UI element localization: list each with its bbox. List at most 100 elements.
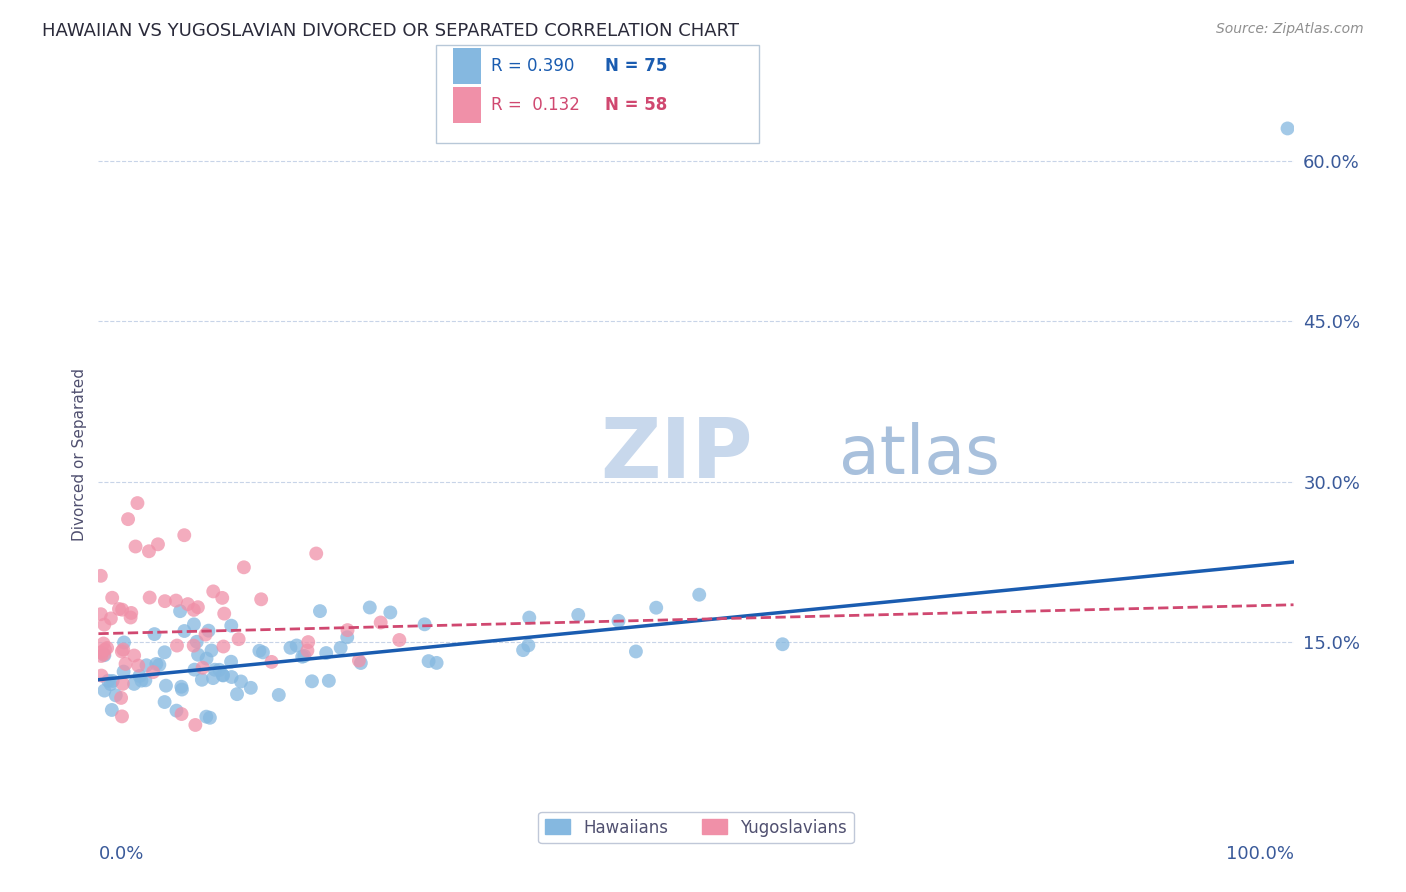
Text: HAWAIIAN VS YUGOSLAVIAN DIVORCED OR SEPARATED CORRELATION CHART: HAWAIIAN VS YUGOSLAVIAN DIVORCED OR SEPA… xyxy=(42,22,740,40)
Point xyxy=(153,695,176,709)
Point xyxy=(301,674,323,689)
Point xyxy=(297,635,319,649)
Point xyxy=(292,648,315,663)
Point xyxy=(183,663,205,677)
Point xyxy=(517,639,540,653)
Point xyxy=(318,673,340,688)
Y-axis label: Divorced or Separated: Divorced or Separated xyxy=(72,368,87,541)
Point xyxy=(202,671,225,685)
Point xyxy=(183,603,205,617)
Point xyxy=(219,655,242,669)
Text: Source: ZipAtlas.com: Source: ZipAtlas.com xyxy=(1216,22,1364,37)
Point xyxy=(212,668,235,682)
Point xyxy=(90,645,112,659)
Point xyxy=(148,657,170,672)
Text: N = 75: N = 75 xyxy=(605,57,666,75)
Point xyxy=(93,647,115,661)
Point xyxy=(211,591,233,605)
Point xyxy=(1277,121,1299,136)
Point xyxy=(607,614,630,628)
Point xyxy=(173,624,195,638)
Point xyxy=(336,623,359,637)
Point xyxy=(191,661,214,675)
Point xyxy=(309,604,332,618)
Point xyxy=(128,669,150,683)
Point xyxy=(135,658,157,673)
Point xyxy=(143,627,166,641)
Point xyxy=(177,597,200,611)
Point xyxy=(90,569,112,583)
Point xyxy=(100,677,122,691)
Text: 0.0%: 0.0% xyxy=(98,845,143,863)
Point xyxy=(112,665,135,679)
Point xyxy=(146,537,169,551)
Point xyxy=(100,611,122,625)
Point xyxy=(645,600,668,615)
Point xyxy=(120,606,142,620)
Point xyxy=(101,673,124,688)
Point xyxy=(370,615,392,630)
Point xyxy=(329,640,352,655)
Text: ZIP: ZIP xyxy=(600,415,752,495)
Point xyxy=(134,673,156,688)
Point xyxy=(104,689,127,703)
Text: atlas: atlas xyxy=(839,422,1000,488)
Point xyxy=(388,632,411,647)
Point xyxy=(166,704,188,718)
Point xyxy=(96,640,118,655)
Point xyxy=(127,658,149,673)
Point xyxy=(280,640,302,655)
Point xyxy=(772,637,794,651)
Point xyxy=(267,688,290,702)
Point xyxy=(170,707,193,722)
Point xyxy=(285,639,308,653)
Point xyxy=(187,600,209,615)
Point xyxy=(138,591,160,605)
Point xyxy=(305,547,328,561)
Point xyxy=(112,642,135,657)
Text: 100.0%: 100.0% xyxy=(1226,845,1294,863)
Point xyxy=(155,679,177,693)
Point xyxy=(93,636,115,650)
Point xyxy=(232,560,254,574)
Point xyxy=(114,657,136,671)
Point xyxy=(336,630,359,644)
Text: N = 58: N = 58 xyxy=(605,96,666,114)
Point xyxy=(252,645,274,659)
Point xyxy=(187,648,209,662)
Point xyxy=(226,687,249,701)
Point xyxy=(124,540,146,554)
Point xyxy=(101,703,124,717)
Legend: Hawaiians, Yugoslavians: Hawaiians, Yugoslavians xyxy=(538,812,853,843)
Point xyxy=(624,644,647,658)
Point xyxy=(93,683,115,698)
Point xyxy=(359,600,381,615)
Point xyxy=(184,718,207,732)
Point xyxy=(142,665,165,679)
Text: R =  0.132: R = 0.132 xyxy=(491,96,579,114)
Point xyxy=(90,607,112,622)
Point xyxy=(219,618,242,632)
Point xyxy=(567,607,589,622)
Point xyxy=(110,690,132,705)
Point xyxy=(111,644,134,658)
Point xyxy=(291,649,314,664)
Point xyxy=(315,646,337,660)
Point xyxy=(112,635,135,649)
Point xyxy=(186,634,208,648)
Point xyxy=(195,709,218,723)
Point xyxy=(108,602,131,616)
Point xyxy=(260,655,283,669)
Point xyxy=(111,709,134,723)
Point xyxy=(120,610,142,624)
Point xyxy=(202,584,225,599)
Point xyxy=(228,632,250,647)
Point xyxy=(111,677,134,691)
Point xyxy=(138,544,160,558)
Text: R = 0.390: R = 0.390 xyxy=(491,57,574,75)
Point xyxy=(239,681,262,695)
Point xyxy=(97,673,120,688)
Point xyxy=(101,591,124,605)
Point xyxy=(297,643,319,657)
Point xyxy=(250,592,273,607)
